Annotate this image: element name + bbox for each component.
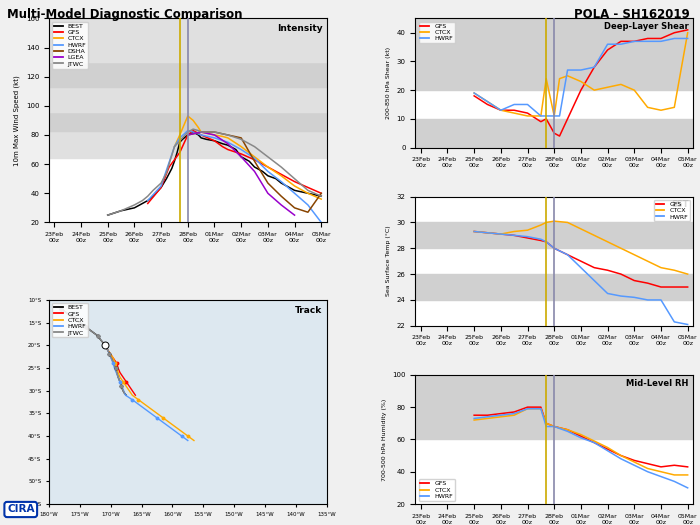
Bar [415,407,693,439]
Legend: BEST, GFS, CTCX, HWRF, DSHA, LGEA, JTWC: BEST, GFS, CTCX, HWRF, DSHA, LGEA, JTWC [52,22,88,68]
Bar [49,62,327,87]
Text: Deep-Layer Shear: Deep-Layer Shear [604,22,689,32]
Text: Track: Track [295,306,323,315]
Bar [415,18,693,61]
Text: POLA - SH162019: POLA - SH162019 [574,8,690,21]
Bar [415,61,693,90]
Y-axis label: 200-850 hPa Shear (kt): 200-850 hPa Shear (kt) [386,47,391,119]
Bar [49,87,327,112]
Text: Intensity: Intensity [276,25,323,34]
Bar [415,223,693,248]
Text: Mid-Level RH: Mid-Level RH [626,379,689,388]
Text: Multi-Model Diagnostic Comparison: Multi-Model Diagnostic Comparison [7,8,242,21]
Y-axis label: 10m Max Wind Speed (kt): 10m Max Wind Speed (kt) [14,75,20,166]
Y-axis label: 700-500 hPa Humidity (%): 700-500 hPa Humidity (%) [382,398,386,480]
Legend: BEST, GFS, CTCX, HWRF, JTWC: BEST, GFS, CTCX, HWRF, JTWC [52,303,88,338]
Bar [49,18,327,62]
Bar [415,375,693,407]
Bar [49,131,327,159]
Bar [415,119,693,148]
Y-axis label: Sea Surface Temp (°C): Sea Surface Temp (°C) [386,226,391,297]
Legend: GFS, CTCX, HWRF: GFS, CTCX, HWRF [419,479,455,501]
Text: SST: SST [671,201,689,209]
Bar [49,112,327,131]
Legend: GFS, CTCX, HWRF: GFS, CTCX, HWRF [654,200,690,222]
Legend: GFS, CTCX, HWRF: GFS, CTCX, HWRF [419,22,455,43]
Text: CIRA: CIRA [7,505,34,514]
Bar [415,274,693,300]
